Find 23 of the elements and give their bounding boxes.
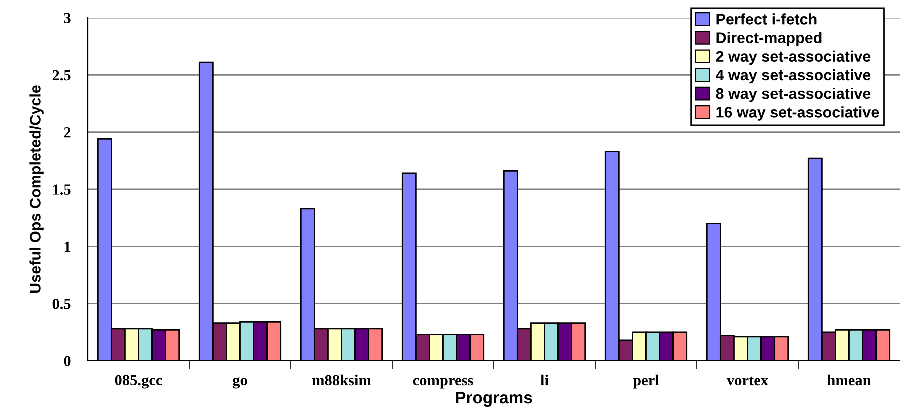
legend-label: 8 way set-associative <box>716 88 871 102</box>
y-tick-label: 3 <box>64 13 71 24</box>
x-tick-label: compress <box>413 378 474 389</box>
x-tick-label: perl <box>633 374 660 389</box>
x-tick-label: li <box>540 374 549 386</box>
legend-label: Direct-mapped <box>716 32 822 46</box>
y-axis-title: Useful Ops Completed/Cycle <box>30 86 44 293</box>
x-tick-label: 085.gcc <box>115 375 162 389</box>
y-tick-label: 0 <box>64 356 71 366</box>
legend-label: 2 way set-associative <box>716 50 871 66</box>
legend-label: 4 way set-associative <box>716 69 871 84</box>
x-tick-label: vortex <box>726 376 768 386</box>
y-tick-label: 0.5 <box>52 298 71 310</box>
x-tick-label: go <box>233 378 248 389</box>
y-tick-label: 2.5 <box>52 70 71 81</box>
legend-label: Perfect i-fetch <box>716 14 817 25</box>
x-tick-label: m88ksim <box>312 374 372 386</box>
legend-label: 16 way set-associative <box>716 106 880 121</box>
y-tick-label: 2 <box>64 128 71 138</box>
y-tick-label: 1.5 <box>53 184 71 196</box>
x-tick-label: hmean <box>828 374 872 386</box>
y-tick-label: 1 <box>64 242 71 252</box>
x-axis-title: Programs <box>456 392 532 408</box>
